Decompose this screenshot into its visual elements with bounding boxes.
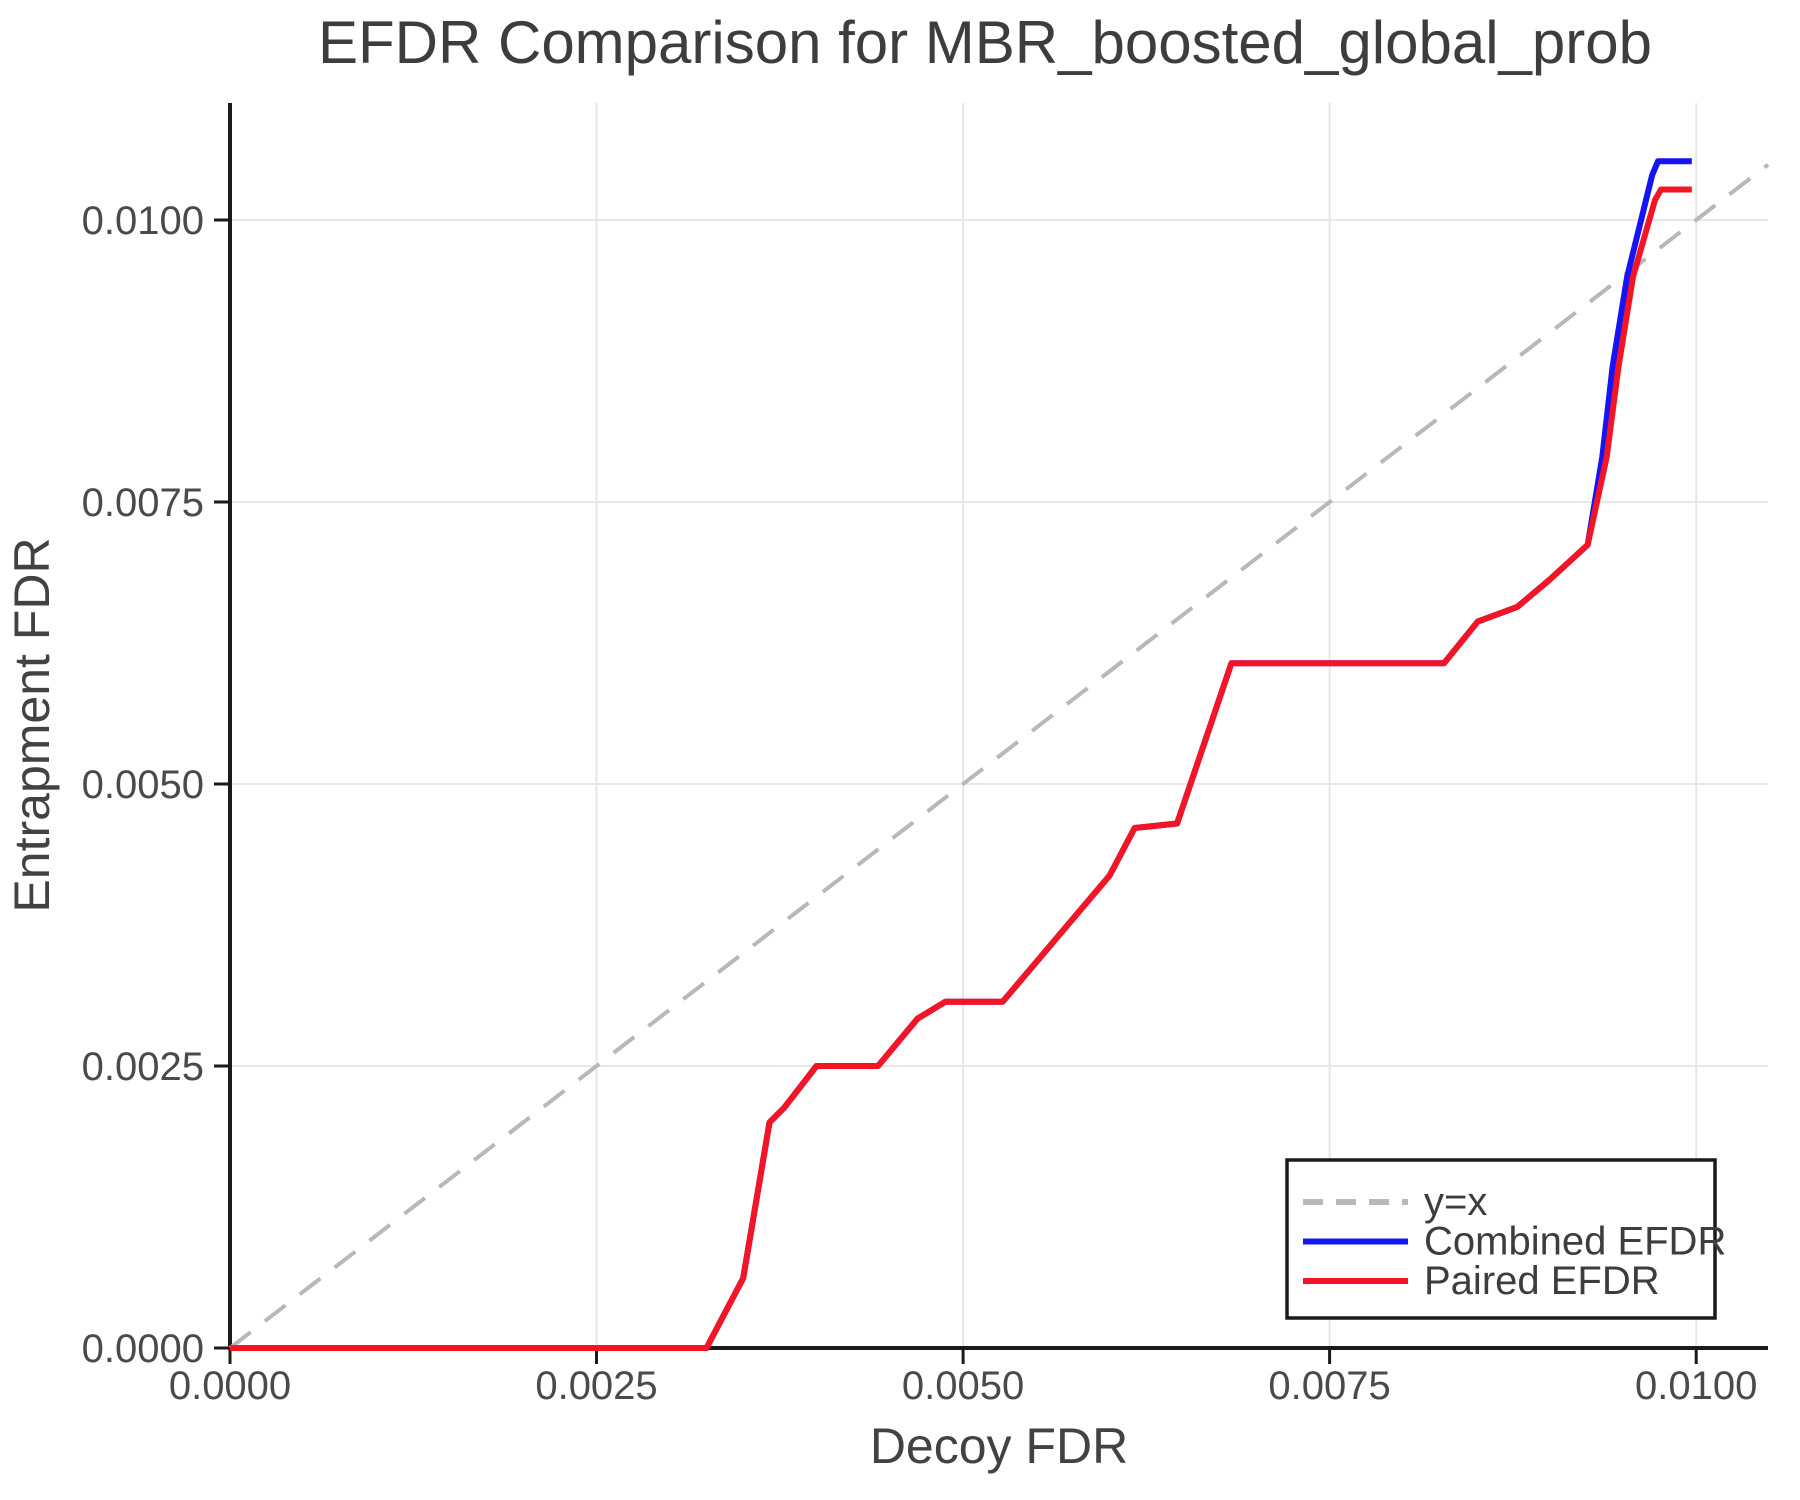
x-tick-label: 0.0075	[1268, 1364, 1390, 1408]
y-tick-label: 0.0025	[82, 1045, 204, 1089]
chart-title: EFDR Comparison for MBR_boosted_global_p…	[318, 9, 1652, 76]
series-line-y-x	[228, 163, 1770, 1350]
legend-entry-label: y=x	[1424, 1180, 1487, 1224]
series-line-paired-efdr	[230, 186, 1692, 1351]
gridlines	[230, 103, 1768, 1348]
x-axis-label: Decoy FDR	[870, 1418, 1128, 1474]
y-tick-label: 0.0050	[82, 763, 204, 807]
x-tick-label: 0.0100	[1635, 1364, 1757, 1408]
x-tick-label: 0.0000	[169, 1364, 291, 1408]
y-tick-label: 0.0100	[82, 199, 204, 243]
axis-ticks: 0.0000 0.0025 0.0050 0.0075 0.0100 0.0000 0.00…	[82, 199, 1758, 1408]
y-axis-label: Entrapment FDR	[4, 537, 60, 912]
y-tick-label: 0.0075	[82, 481, 204, 525]
y-tick-label: 0.0000	[82, 1327, 204, 1371]
x-tick-label: 0.0050	[902, 1364, 1024, 1408]
legend-entry-label: Paired EFDR	[1424, 1259, 1660, 1303]
legend-entry-label: Combined EFDR	[1424, 1220, 1726, 1264]
x-tick-label: 0.0025	[535, 1364, 657, 1408]
data-series	[228, 158, 1770, 1351]
